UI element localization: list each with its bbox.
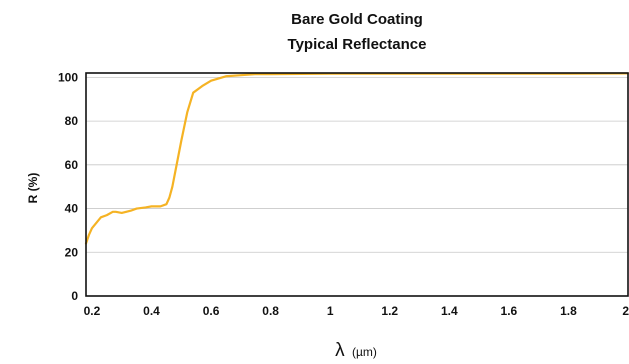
y-tick-label-100: 100	[58, 70, 78, 84]
x-tick-label-1-6: 1.6	[501, 304, 518, 318]
y-tick-label-0: 0	[71, 289, 78, 303]
grid-lines	[86, 76, 628, 253]
chart-subtitle: Typical Reflectance	[288, 36, 427, 53]
y-tick-labels: 0 20 40 60 80 100	[58, 70, 78, 303]
x-tick-label-1-2: 1.2	[381, 304, 398, 318]
series-layer	[84, 72, 629, 245]
x-tick-label-0-4: 0.4	[143, 304, 160, 318]
x-tick-labels: 0.2 0.4 0.6 0.8 1 1.2 1.4 1.6 1.8 2	[84, 304, 629, 318]
series-line-0	[84, 72, 629, 245]
x-tick-label-1: 1	[327, 304, 334, 318]
x-axis-symbol: λ	[335, 340, 345, 361]
y-axis-label: R (%)	[26, 173, 40, 204]
x-tick-label-0-8: 0.8	[262, 304, 279, 318]
x-tick-label-1-4: 1.4	[441, 304, 458, 318]
y-tick-label-20: 20	[65, 245, 79, 259]
y-tick-label-40: 40	[65, 202, 79, 216]
x-tick-label-0-6: 0.6	[203, 304, 220, 318]
x-tick-label-0-2: 0.2	[84, 304, 101, 318]
x-tick-label-1-8: 1.8	[560, 304, 577, 318]
y-tick-label-80: 80	[65, 114, 79, 128]
chart-title: Bare Gold Coating	[291, 11, 423, 28]
x-axis-unit: (µm)	[352, 345, 377, 359]
x-tick-label-2: 2	[622, 304, 629, 318]
plot-frame	[85, 72, 629, 297]
x-axis-label: λ (µm)	[335, 340, 377, 361]
y-tick-label-60: 60	[65, 158, 79, 172]
